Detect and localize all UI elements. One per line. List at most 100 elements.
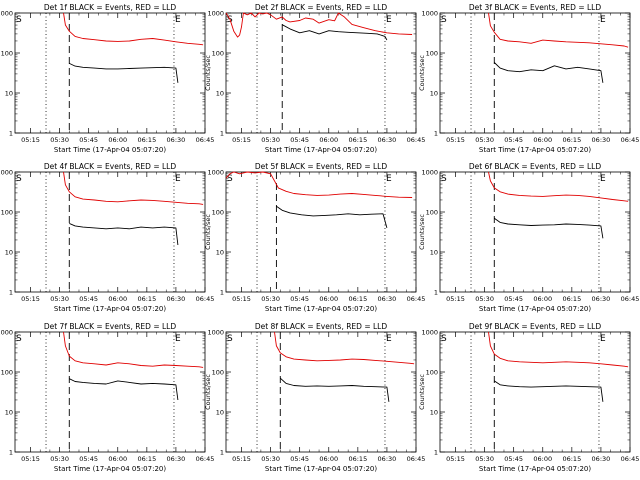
x-tick-label: 05:15 (232, 455, 251, 463)
x-tick-label: 06:15 (137, 136, 156, 144)
series-events-line (69, 378, 179, 401)
chart-title: Det 9f BLACK = Events, RED = LLD (469, 322, 602, 331)
x-tick-label: 05:45 (290, 455, 309, 463)
x-axis-label: Start Time (17-Apr-04 05:07:20) (265, 146, 377, 154)
end-marker: E (386, 174, 392, 184)
series-events-line (279, 377, 390, 402)
x-tick-label: 05:45 (504, 136, 523, 144)
x-tick-label: 05:15 (21, 295, 40, 303)
x-tick-label: 06:45 (407, 455, 426, 463)
x-tick-label: 05:30 (261, 295, 280, 303)
x-tick-label: 05:30 (475, 455, 494, 463)
x-tick-label: 06:30 (592, 455, 611, 463)
plot-frame (439, 171, 631, 293)
y-tick-label: 1000 (421, 169, 438, 177)
x-tick-label: 05:45 (504, 455, 523, 463)
series-lld-line (225, 12, 413, 38)
y-tick-label: 1000 (0, 169, 13, 177)
x-tick-label: 06:30 (378, 295, 397, 303)
y-tick-label: 1000 (207, 169, 224, 177)
series-lld-line (488, 331, 629, 368)
detector-2f-chart: Det 2f BLACK = Events, RED = LLD Counts/s… (204, 3, 425, 154)
series-events-line (494, 380, 604, 402)
series-lld-line (488, 12, 629, 48)
start-marker: S (441, 174, 447, 184)
x-tick-label: 05:15 (232, 295, 251, 303)
chart-title: Det 3f BLACK = Events, RED = LLD (469, 3, 602, 12)
x-tick-label: 06:30 (167, 295, 186, 303)
x-tick-label: 06:15 (562, 295, 581, 303)
detector-7f-chart: Det 7f BLACK = Events, RED = LLD Counts/s… (0, 322, 214, 473)
y-tick-label: 1 (434, 449, 438, 457)
y-tick-label: 10 (430, 409, 438, 417)
x-tick-label: 06:45 (407, 136, 426, 144)
y-tick-label: 1 (220, 130, 224, 138)
series-events-line (69, 222, 179, 246)
end-marker: E (386, 334, 392, 344)
y-axis-label: Counts/sec (0, 55, 1, 91)
series-lld-line (63, 12, 204, 46)
detector-3f-chart: Det 3f BLACK = Events, RED = LLD Counts/s… (418, 3, 639, 154)
chart-title: Det 7f BLACK = Events, RED = LLD (44, 322, 177, 331)
y-tick-label: 10 (430, 90, 438, 98)
y-tick-label: 10 (216, 409, 224, 417)
detector-6f-chart: Det 6f BLACK = Events, RED = LLD Counts/s… (418, 162, 639, 313)
y-tick-label: 1 (220, 449, 224, 457)
y-axis-label: Counts/sec (204, 374, 212, 410)
chart-title: Det 1f BLACK = Events, RED = LLD (44, 3, 177, 12)
x-tick-label: 06:45 (407, 295, 426, 303)
y-tick-label: 10 (5, 90, 13, 98)
x-axis-label: Start Time (17-Apr-04 05:07:20) (54, 465, 166, 473)
x-tick-label: 05:45 (79, 455, 98, 463)
x-tick-label: 06:30 (167, 455, 186, 463)
x-tick-label: 06:15 (562, 455, 581, 463)
x-axis-label: Start Time (17-Apr-04 05:07:20) (479, 305, 591, 313)
x-axis-label: Start Time (17-Apr-04 05:07:20) (54, 146, 166, 154)
plot-frame (225, 331, 417, 453)
chart-title: Det 4f BLACK = Events, RED = LLD (44, 162, 177, 171)
x-tick-label: 06:30 (167, 136, 186, 144)
y-tick-label: 1000 (0, 10, 13, 18)
x-tick-label: 06:15 (348, 295, 367, 303)
start-marker: S (227, 174, 233, 184)
series-lld-line (63, 331, 204, 368)
series-lld-line (488, 171, 629, 202)
x-tick-label: 06:00 (108, 455, 127, 463)
x-tick-label: 06:45 (621, 295, 640, 303)
y-tick-label: 10 (216, 249, 224, 257)
x-tick-label: 06:15 (348, 136, 367, 144)
chart-title: Det 5f BLACK = Events, RED = LLD (255, 162, 388, 171)
detector-8f-chart: Det 8f BLACK = Events, RED = LLD Counts/s… (204, 322, 425, 473)
end-marker: E (175, 174, 181, 184)
x-tick-label: 05:15 (232, 136, 251, 144)
end-marker: E (175, 334, 181, 344)
y-tick-label: 1000 (207, 10, 224, 18)
x-tick-label: 05:30 (50, 295, 69, 303)
start-marker: S (227, 334, 233, 344)
detector-4f-chart: Det 4f BLACK = Events, RED = LLD Counts/s… (0, 162, 214, 313)
chart-title: Det 8f BLACK = Events, RED = LLD (255, 322, 388, 331)
x-tick-label: 05:30 (261, 455, 280, 463)
x-tick-label: 05:30 (475, 136, 494, 144)
plot-frame (14, 331, 206, 453)
y-tick-label: 10 (430, 249, 438, 257)
x-tick-label: 06:00 (108, 295, 127, 303)
x-tick-label: 06:00 (533, 455, 552, 463)
y-tick-label: 1 (434, 289, 438, 297)
y-tick-label: 100 (212, 50, 224, 58)
y-tick-label: 100 (212, 369, 224, 377)
x-tick-label: 06:00 (319, 295, 338, 303)
y-tick-label: 1 (9, 289, 13, 297)
x-axis-label: Start Time (17-Apr-04 05:07:20) (265, 465, 377, 473)
x-tick-label: 06:30 (378, 455, 397, 463)
plot-frame (225, 12, 417, 134)
x-tick-label: 05:15 (446, 295, 465, 303)
x-tick-label: 05:15 (21, 136, 40, 144)
series-events-line (69, 62, 179, 83)
y-axis-label: Counts/sec (0, 214, 1, 250)
x-tick-label: 05:45 (290, 136, 309, 144)
start-marker: S (16, 174, 22, 184)
start-marker: S (16, 15, 22, 25)
x-tick-label: 06:30 (592, 295, 611, 303)
x-tick-label: 05:45 (504, 295, 523, 303)
